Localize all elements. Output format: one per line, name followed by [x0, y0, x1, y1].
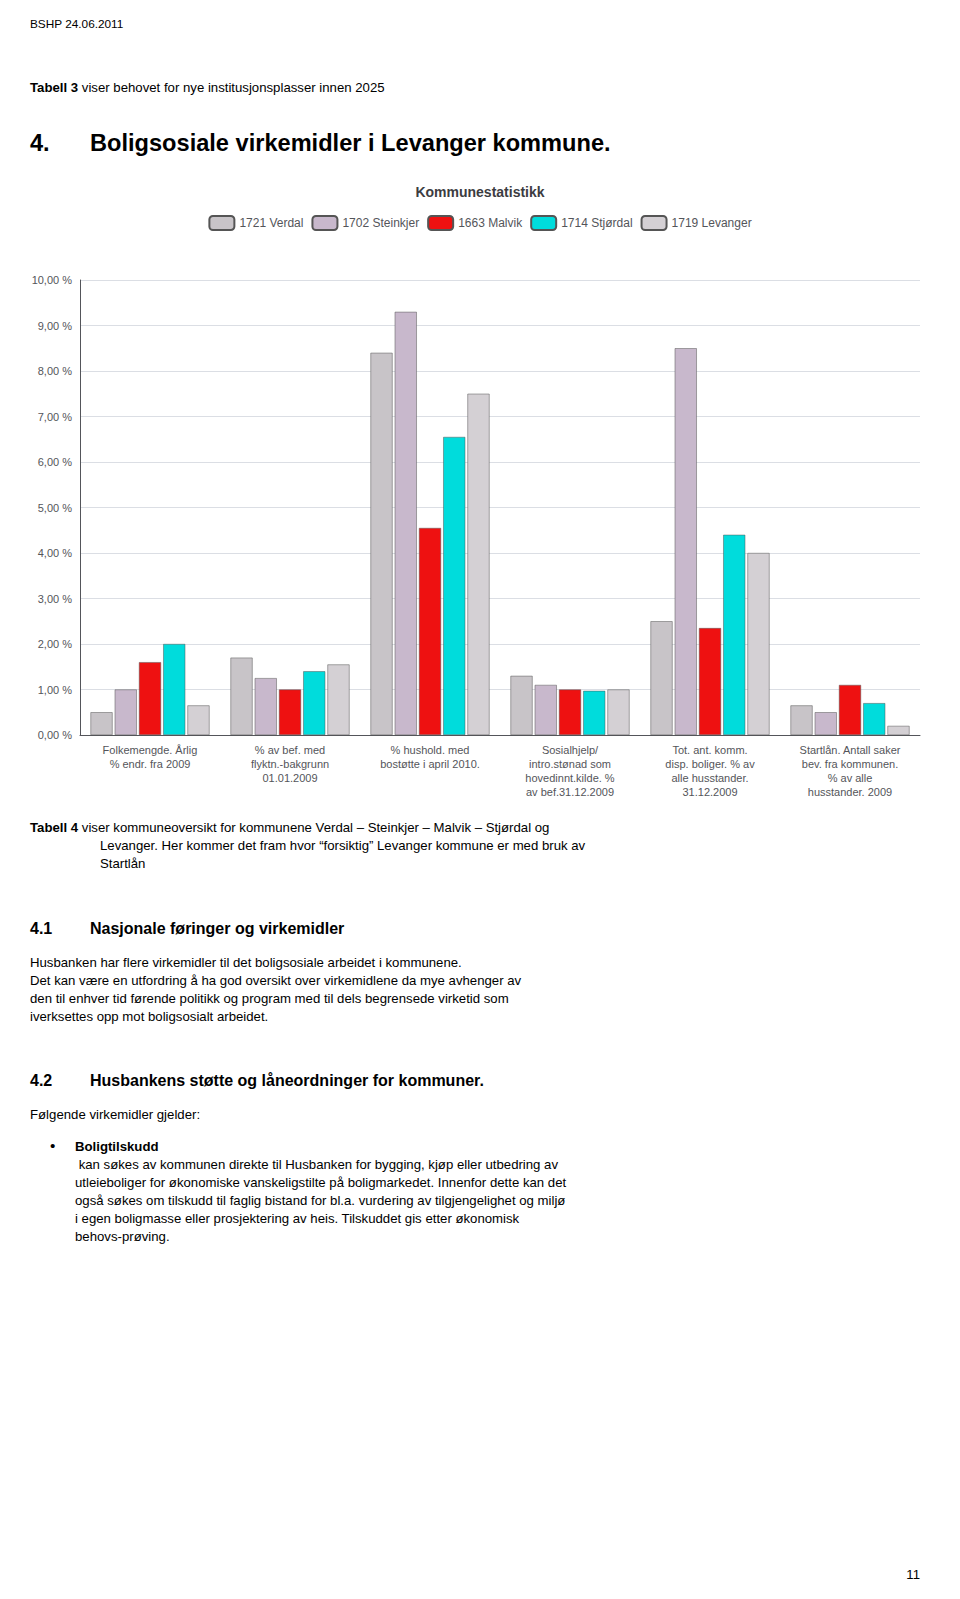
svg-text:1663 Malvik: 1663 Malvik	[458, 216, 523, 230]
svg-text:1719 Levanger: 1719 Levanger	[672, 216, 752, 230]
svg-text:2,00 %: 2,00 %	[38, 638, 72, 650]
svg-text:bostøtte i april 2010.: bostøtte i april 2010.	[380, 758, 480, 770]
svg-text:av bef.31.12.2009: av bef.31.12.2009	[526, 786, 614, 798]
svg-text:4,00 %: 4,00 %	[38, 547, 72, 559]
svg-text:1702 Steinkjer: 1702 Steinkjer	[342, 216, 419, 230]
svg-text:% endr. fra 2009: % endr. fra 2009	[110, 758, 191, 770]
html-text:behovs-prøving.: behovs-prøving.	[75, 1229, 170, 1244]
html-text:Nasjonale føringer og virkemid: Nasjonale føringer og virkemidler	[90, 920, 345, 937]
svg-text:husstander. 2009: husstander. 2009	[808, 786, 892, 798]
html-text:Husbankens støtte og låneordni: Husbankens støtte og låneordninger for k…	[90, 1072, 484, 1089]
html-text:Tabell 3 viser behovet for nye: Tabell 3 viser behovet for nye institusj…	[30, 80, 385, 95]
svg-text:1721 Verdal: 1721 Verdal	[239, 216, 303, 230]
svg-text:% av bef. med: % av bef. med	[255, 744, 325, 756]
html-text:4.2: 4.2	[30, 1072, 53, 1089]
svg-text:hovedinnt.kilde. %: hovedinnt.kilde. %	[525, 772, 614, 784]
svg-text:Kommunestatistikk: Kommunestatistikk	[415, 184, 544, 200]
html-text:også søkes om tilskudd til fag: også søkes om tilskudd til faglig bistan…	[75, 1193, 566, 1208]
html-text:iverksettes opp mot boligsosia: iverksettes opp mot boligsosialt arbeide…	[30, 1009, 269, 1024]
svg-text:Folkemengde. Årlig: Folkemengde. Årlig	[103, 744, 198, 756]
svg-text:1,00 %: 1,00 %	[38, 684, 72, 696]
svg-text:10,00 %: 10,00 %	[32, 274, 73, 286]
html-text:Boligsosiale virkemidler i Lev: Boligsosiale virkemidler i Levanger komm…	[90, 130, 611, 156]
html-text:den til enhver tid førende pol: den til enhver tid førende politikk og p…	[30, 991, 509, 1006]
html-text:Følgende virkemidler gjelder:: Følgende virkemidler gjelder:	[30, 1107, 200, 1122]
svg-text:5,00 %: 5,00 %	[38, 502, 72, 514]
svg-text:disp. boliger. % av: disp. boliger. % av	[665, 758, 755, 770]
svg-text:Startlån. Antall saker: Startlån. Antall saker	[800, 744, 901, 756]
svg-text:8,00 %: 8,00 %	[38, 365, 72, 377]
html-text:4.: 4.	[30, 130, 50, 156]
html-text:kan søkes av kommunen direkte: kan søkes av kommunen direkte til Husban…	[75, 1157, 559, 1172]
svg-text:0,00 %: 0,00 %	[38, 729, 72, 741]
html-text:Boligtilskudd: Boligtilskudd	[75, 1139, 159, 1154]
html-text:Levanger. Her kommer det fram: Levanger. Her kommer det fram hvor “fors…	[100, 838, 586, 853]
svg-text:7,00 %: 7,00 %	[38, 411, 72, 423]
html-text:i egen boligmasse eller prosje: i egen boligmasse eller prosjektering av…	[75, 1211, 520, 1226]
html-text:utleieboliger for økonomiske v: utleieboliger for økonomiske vanskeligst…	[75, 1175, 567, 1190]
html-text:Tabell 4 viser kommuneoversikt: Tabell 4 viser kommuneoversikt for kommu…	[30, 820, 550, 835]
svg-text:intro.stønad som: intro.stønad som	[529, 758, 611, 770]
svg-text:01.01.2009: 01.01.2009	[262, 772, 317, 784]
svg-text:9,00 %: 9,00 %	[38, 320, 72, 332]
svg-text:bev. fra kommunen.: bev. fra kommunen.	[802, 758, 898, 770]
html-text:Startlån: Startlån	[100, 856, 146, 871]
html-text:Husbanken har flere virkemidle: Husbanken har flere virkemidler til det …	[30, 955, 462, 970]
svg-text:alle husstander.: alle husstander.	[671, 772, 748, 784]
svg-text:31.12.2009: 31.12.2009	[682, 786, 737, 798]
svg-text:flyktn.-bakgrunn: flyktn.-bakgrunn	[251, 758, 329, 770]
svg-text:3,00 %: 3,00 %	[38, 593, 72, 605]
svg-text:Sosialhjelp/: Sosialhjelp/	[542, 744, 599, 756]
html-text:4.1: 4.1	[30, 920, 53, 937]
html-text:BSHP 24.06.2011: BSHP 24.06.2011	[30, 17, 124, 31]
svg-text:1714 Stjørdal: 1714 Stjørdal	[561, 216, 632, 230]
svg-text:% hushold. med: % hushold. med	[391, 744, 470, 756]
html-text:11: 11	[906, 1566, 920, 1582]
svg-text:% av alle: % av alle	[828, 772, 873, 784]
svg-text:Tot. ant. komm.: Tot. ant. komm.	[672, 744, 747, 756]
html-text:Det kan være en utfordring å h: Det kan være en utfordring å ha god over…	[30, 973, 522, 988]
svg-text:6,00 %: 6,00 %	[38, 456, 72, 468]
